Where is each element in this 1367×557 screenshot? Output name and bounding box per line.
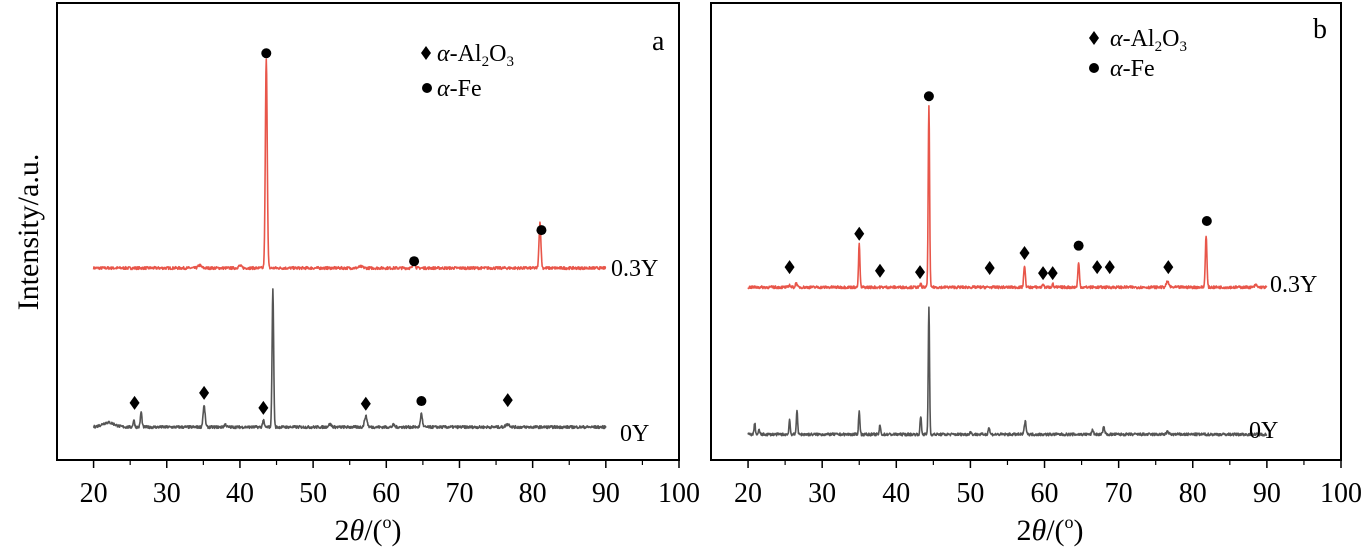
y-axis-title: Intensity/a.u. xyxy=(12,154,45,311)
al2o3-peak-marker xyxy=(915,265,926,280)
x-tick-label: 50 xyxy=(299,478,327,509)
legend-diamond-icon xyxy=(421,46,431,60)
legend-circle-icon xyxy=(422,83,432,93)
x-tick-label: 90 xyxy=(1253,478,1281,509)
x-tick-label: 40 xyxy=(226,478,254,509)
series-label-0Y: 0Y xyxy=(1249,418,1278,444)
al2o3-peak-marker xyxy=(360,396,371,411)
series-line-0Y xyxy=(747,306,1268,437)
x-ticks-b: 20 30 40 50 60 70 80 90 100 xyxy=(734,460,1362,509)
x-axis-title-a: 2θ/(o) xyxy=(334,512,401,547)
series-line-0Y xyxy=(92,288,607,430)
fe-peak-marker xyxy=(416,396,427,407)
panel-label-b: b xyxy=(1313,14,1327,45)
series-line-03Y xyxy=(92,58,607,271)
al2o3-peak-marker xyxy=(1019,245,1030,260)
plot-frame-b xyxy=(710,2,1342,461)
al2o3-peak-marker xyxy=(258,400,269,415)
legend-fe-label: α-Fe xyxy=(437,76,482,102)
al2o3-peak-marker xyxy=(854,226,865,241)
fe-peak-marker xyxy=(261,48,272,59)
series-label-03Y: 0.3Y xyxy=(611,256,658,282)
series-label-0Y: 0Y xyxy=(620,421,649,447)
al2o3-peak-marker xyxy=(784,260,795,275)
legend-circle-icon xyxy=(1089,63,1099,73)
markers-b xyxy=(784,91,1212,281)
panel-a: 20 30 40 50 60 70 80 90 100 0.3Y 0Y Intensity/a.u… xyxy=(12,2,700,547)
curves-b: 0.3Y 0Y xyxy=(747,104,1317,444)
plot-frame-a xyxy=(56,2,680,461)
fe-peak-marker xyxy=(409,256,420,267)
x-tick-label: 100 xyxy=(1320,478,1362,509)
al2o3-peak-marker xyxy=(984,261,995,276)
al2o3-peak-marker xyxy=(1038,266,1049,281)
fe-peak-marker xyxy=(536,225,547,236)
legend-al2o3-label: α-Al2O3 xyxy=(1110,26,1187,55)
x-tick-label: 70 xyxy=(445,478,473,509)
x-tick-label: 70 xyxy=(1105,478,1133,509)
x-tick-label: 90 xyxy=(592,478,620,509)
al2o3-peak-marker xyxy=(199,385,210,400)
x-tick-label: 80 xyxy=(519,478,547,509)
fe-peak-marker xyxy=(1073,240,1084,251)
x-axis-title-b: 2θ/(o) xyxy=(1016,512,1083,547)
fe-peak-marker xyxy=(923,91,934,102)
x-tick-label: 80 xyxy=(1179,478,1207,509)
legend-diamond-icon xyxy=(1089,31,1099,45)
al2o3-peak-marker xyxy=(1163,260,1174,275)
curves-a: 0.3Y 0Y xyxy=(92,58,658,447)
series-line-03Y xyxy=(747,104,1268,290)
panel-b: 20 30 40 50 60 70 80 90 100 0.3Y 0Y 2θ/(o) b α-Al… xyxy=(710,2,1362,547)
al2o3-peak-marker xyxy=(1047,266,1058,281)
x-tick-label: 60 xyxy=(1031,478,1059,509)
x-tick-label: 100 xyxy=(658,478,700,509)
legend-a: α-Al2O3 α-Fe xyxy=(421,41,514,102)
markers-a xyxy=(129,48,547,415)
x-tick-label: 30 xyxy=(808,478,836,509)
x-ticks-a: 20 30 40 50 60 70 80 90 100 xyxy=(80,460,700,509)
legend-b: α-Al2O3 α-Fe xyxy=(1089,26,1187,82)
al2o3-peak-marker xyxy=(874,263,885,278)
x-tick-label: 20 xyxy=(80,478,108,509)
x-tick-label: 60 xyxy=(372,478,400,509)
legend-fe-label: α-Fe xyxy=(1110,56,1155,82)
x-tick-label: 30 xyxy=(153,478,181,509)
panel-label-a: a xyxy=(652,26,665,57)
al2o3-peak-marker xyxy=(502,393,513,408)
al2o3-peak-marker xyxy=(129,395,140,410)
al2o3-peak-marker xyxy=(1104,260,1115,275)
x-tick-label: 40 xyxy=(882,478,910,509)
al2o3-peak-marker xyxy=(1092,260,1103,275)
x-tick-label: 20 xyxy=(734,478,762,509)
x-tick-label: 50 xyxy=(956,478,984,509)
fe-peak-marker xyxy=(1201,215,1212,226)
legend-al2o3-label: α-Al2O3 xyxy=(437,41,514,70)
series-label-03Y: 0.3Y xyxy=(1270,272,1317,298)
